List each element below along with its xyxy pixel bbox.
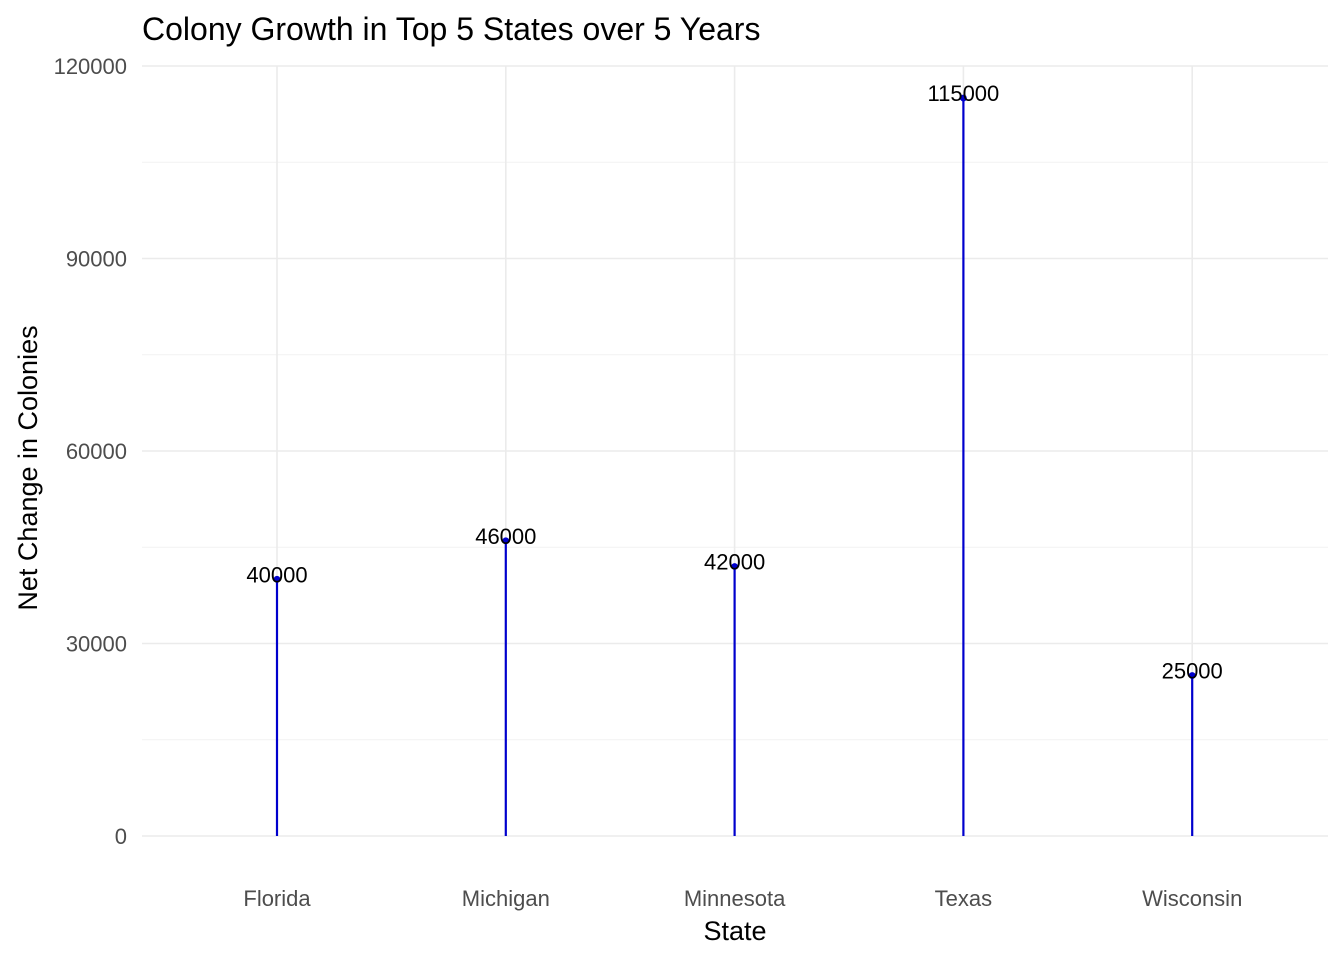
x-tick-label: Minnesota xyxy=(684,886,786,911)
lollipop-point xyxy=(731,563,738,570)
y-axis-title: Net Change in Colonies xyxy=(13,325,43,610)
lollipop-point xyxy=(273,575,281,583)
data-label: 115000 xyxy=(928,81,1000,106)
x-tick-label: Michigan xyxy=(462,886,550,911)
data-label: 25000 xyxy=(1162,659,1223,684)
lollipop-point xyxy=(960,94,967,102)
lollipop-point xyxy=(502,537,510,545)
y-tick-label: 30000 xyxy=(66,632,127,657)
x-axis-ticks: Florida Michigan Minnesota Texas Wisconsin xyxy=(243,886,1242,911)
chart-title: Colony Growth in Top 5 States over 5 Yea… xyxy=(142,11,760,47)
lollipop-point xyxy=(1188,672,1196,679)
y-tick-label: 90000 xyxy=(66,247,127,272)
x-tick-label: Texas xyxy=(935,886,992,911)
y-tick-label: 60000 xyxy=(66,439,127,464)
x-axis-title: State xyxy=(703,916,766,946)
y-tick-label: 0 xyxy=(115,824,127,849)
y-tick-label: 120000 xyxy=(54,54,127,79)
chart-marks: 40000 46000 42000 115000 25000 xyxy=(246,81,1223,836)
y-axis-ticks: 0 30000 60000 90000 120000 xyxy=(54,54,127,849)
data-label: 40000 xyxy=(246,562,307,587)
data-label: 46000 xyxy=(475,524,536,549)
data-label: 42000 xyxy=(704,550,765,575)
x-tick-label: Florida xyxy=(243,886,311,911)
x-tick-label: Wisconsin xyxy=(1142,886,1242,911)
